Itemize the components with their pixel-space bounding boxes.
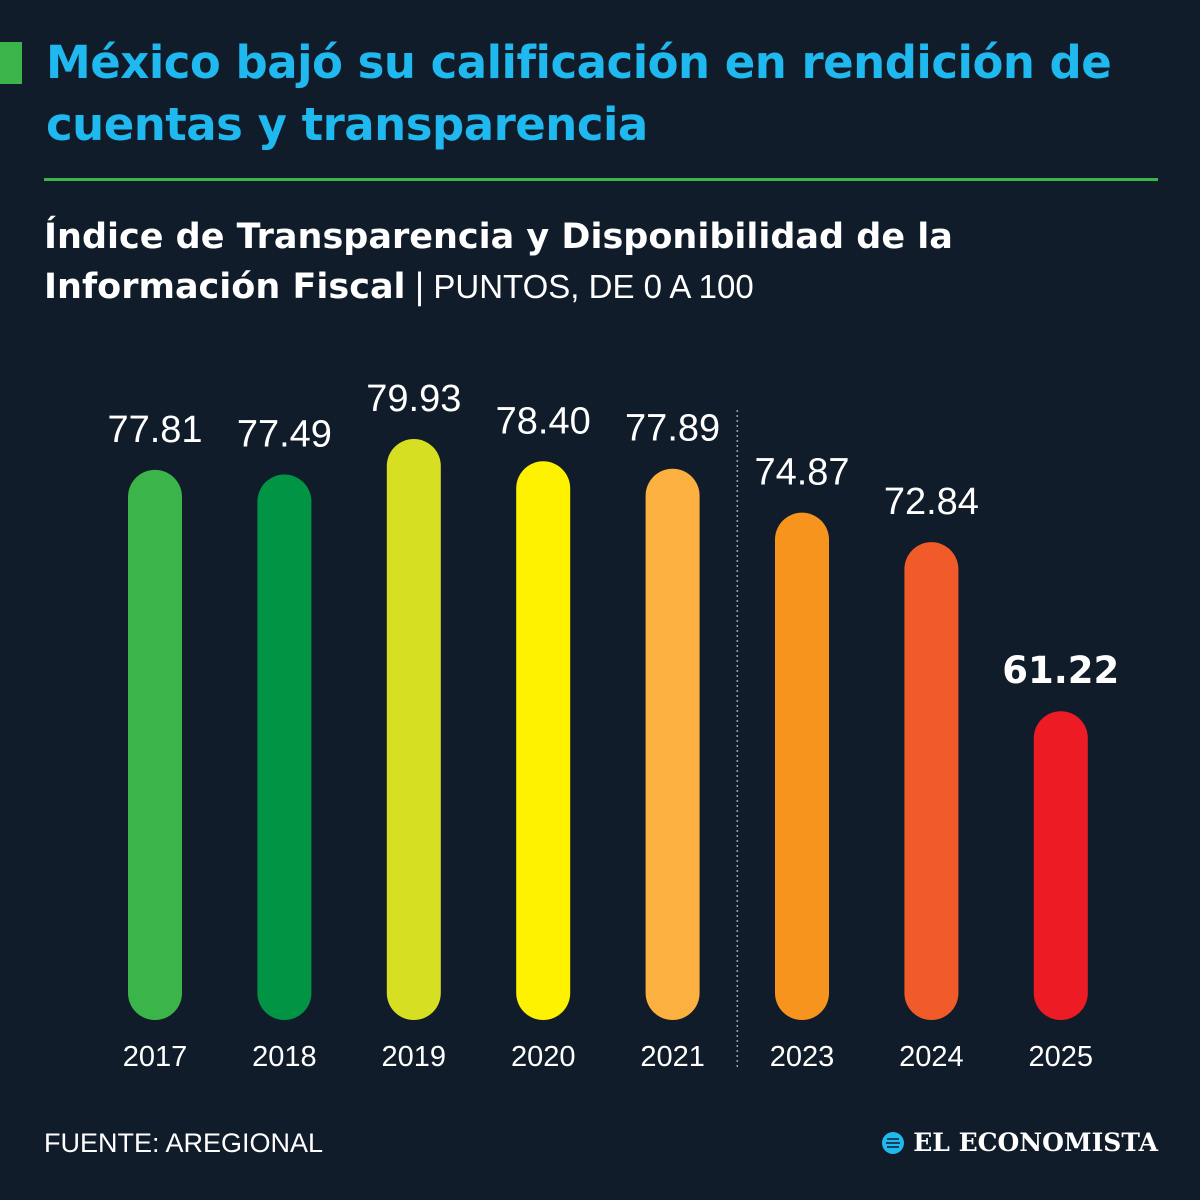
x-tick-2025: 2025 [1029,1041,1094,1073]
value-label-2021: 77.89 [625,408,720,450]
bar-2023 [775,512,829,1020]
bar-2018 [257,474,312,1020]
bar-2019 [386,439,441,1020]
bar-2025 [1033,711,1088,1020]
subtitle-separator: | [413,267,426,307]
value-label-2019: 79.93 [366,378,461,420]
bar-2021 [645,468,700,1020]
x-tick-2021: 2021 [640,1041,705,1073]
source-note: FUENTE: AREGIONAL [44,1128,324,1158]
accent-bar [0,42,22,84]
x-tick-2019: 2019 [382,1041,447,1073]
page-title: México bajó su calificación en rendición… [46,36,1112,151]
chart-title: Índice de Transparencia y Disponibilidad… [44,217,953,307]
brand-logo: EL ECONOMISTA [881,1128,1158,1157]
value-label-2018: 77.49 [237,414,332,456]
x-tick-2023: 2023 [770,1041,835,1073]
chart-units: PUNTOS, DE 0 A 100 [433,268,754,305]
x-tick-2020: 2020 [511,1041,576,1073]
bar-2017 [128,469,182,1020]
value-label-2017: 77.81 [107,409,202,451]
value-label-2024: 72.84 [884,481,979,523]
bar-2024 [904,542,959,1020]
value-label-2020: 78.40 [496,400,591,442]
title-divider [44,178,1158,181]
x-tick-2018: 2018 [252,1041,317,1073]
x-tick-2017: 2017 [123,1041,188,1073]
bar-2020 [516,461,571,1020]
brand-mark-icon [882,1131,905,1154]
value-label-2025: 61.22 [1002,649,1119,692]
chart-subtitle: Índice de Transparencia y Disponibilidad… [44,212,1174,312]
brand-name: EL ECONOMISTA [913,1128,1158,1157]
x-tick-2024: 2024 [899,1041,964,1073]
value-label-2023: 74.87 [754,452,849,494]
